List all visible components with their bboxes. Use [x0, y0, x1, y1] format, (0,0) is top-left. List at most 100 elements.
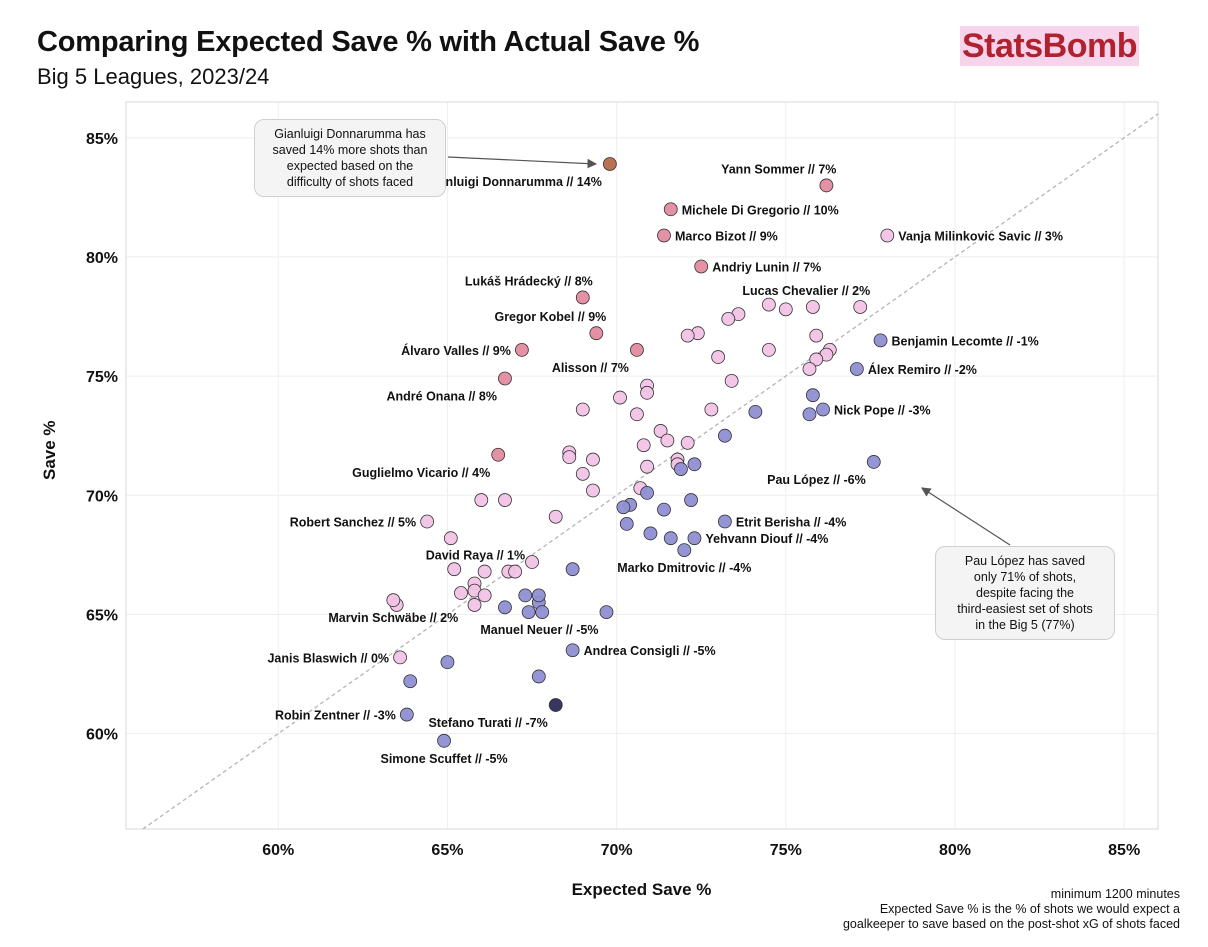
data-point: [619, 516, 634, 531]
data-point: [447, 562, 462, 577]
data-point: [809, 328, 824, 343]
labeled-data-point: [565, 643, 580, 658]
data-point: [761, 342, 776, 357]
labeled-data-point: [853, 300, 868, 314]
x-tick-label: 75%: [770, 842, 802, 859]
footnote-line: Expected Save % is the % of shots we wou…: [879, 902, 1180, 916]
labeled-data-point: [420, 514, 435, 529]
x-tick-label: 60%: [262, 842, 294, 859]
y-tick-label: 75%: [86, 369, 118, 386]
data-point: [805, 388, 820, 403]
labeled-data-point: [386, 593, 401, 608]
callout-pau-lopez: Pau López has saved only 71% of shots, d…: [935, 546, 1115, 640]
labeled-data-point: [508, 564, 523, 579]
data-point: [575, 402, 590, 417]
point-label: David Raya // 1%: [426, 549, 525, 563]
data-point: [474, 493, 489, 507]
point-label: Etrit Berisha // -4%: [736, 516, 846, 530]
statsbomb-logo: StatsBomb: [960, 26, 1139, 66]
labeled-data-point: [602, 157, 617, 171]
callout-line: in the Big 5 (77%): [975, 618, 1075, 632]
point-label: Manuel Neuer // -5%: [480, 623, 598, 637]
data-point: [640, 459, 654, 474]
data-point: [498, 493, 512, 507]
point-label: Simone Scuffet // -5%: [381, 752, 508, 766]
y-tick-label: 70%: [86, 488, 118, 505]
point-label: Guglielmo Vicario // 4%: [352, 466, 490, 480]
axes: 60% 65% 70% 75% 80% 85% 60% 65% 70% 75% 80% 85%: [86, 101, 1159, 859]
labeled-data-point: [498, 371, 512, 386]
data-point: [711, 350, 726, 364]
point-label: Álvaro Valles // 9%: [401, 343, 511, 358]
data-point: [802, 362, 817, 376]
data-point: [454, 586, 468, 600]
point-label: Marvin Schwäbe // 2%: [328, 611, 458, 625]
data-point: [498, 600, 512, 615]
labeled-data-point: [630, 342, 644, 357]
data-point: [586, 483, 600, 498]
data-point: [562, 450, 577, 465]
data-point: [518, 588, 533, 603]
data-point: [748, 404, 763, 419]
y-axis-label: Save %: [40, 420, 59, 480]
point-label: Robin Zentner // -3%: [275, 709, 396, 723]
x-tick-label: 70%: [601, 842, 633, 859]
callout-arrows: [447, 156, 1011, 546]
callout-line: expected based on the: [286, 159, 414, 173]
data-point: [440, 655, 455, 670]
point-label: Álex Remiro // -2%: [868, 362, 977, 377]
point-label: Marko Dmitrovic // -4%: [617, 561, 751, 575]
data-point: [680, 328, 695, 343]
data-point: [640, 486, 654, 500]
data-point: [717, 428, 732, 443]
point-label: Nick Pope // -3%: [834, 403, 931, 417]
labeled-data-point: [393, 650, 407, 665]
point-label: Yann Sommer // 7%: [721, 162, 836, 176]
data-point: [521, 605, 536, 619]
data-point: [660, 433, 675, 448]
data-point: [643, 526, 658, 541]
point-label: Lucas Chevalier // 2%: [742, 284, 870, 298]
data-point: [653, 424, 668, 438]
data-point: [403, 674, 418, 689]
data-point: [761, 297, 776, 312]
labeled-data-point: [880, 228, 895, 243]
data-point: [630, 407, 644, 422]
point-label: Alisson // 7%: [552, 361, 629, 375]
point-label: Lukáš Hrádecký // 8%: [465, 274, 593, 288]
y-tick-label: 85%: [86, 131, 118, 148]
point-label: André Onana // 8%: [387, 389, 497, 403]
data-point: [531, 669, 546, 684]
labeled-data-point: [575, 290, 590, 305]
callout-line: Pau López has saved: [964, 554, 1086, 568]
labeled-data-point: [694, 259, 709, 274]
point-label: Vanja Milinkovic Savic // 3%: [898, 229, 1063, 243]
data-point: [640, 385, 654, 400]
labeled-data-point: [599, 605, 614, 619]
data-point: [636, 438, 651, 453]
data-point: [535, 605, 550, 619]
data-point: [674, 462, 688, 476]
point-label: Benjamin Lecomte // -1%: [892, 334, 1039, 348]
callout-line: saved 14% more shots than: [272, 143, 428, 157]
data-point: [531, 588, 546, 603]
chart-title: Comparing Expected Save % with Actual Sa…: [37, 26, 700, 58]
point-label: Andrea Consigli // -5%: [584, 644, 716, 658]
labeled-data-point: [816, 402, 830, 417]
point-labels: Gianluigi Donnarumma // 14% Yann Sommer /…: [267, 162, 1063, 765]
labeled-data-point: [589, 326, 604, 341]
labeled-data-point: [849, 362, 864, 376]
data-point: [525, 555, 539, 569]
x-tick-label: 80%: [939, 842, 971, 859]
data-point: [724, 373, 739, 388]
data-point: [663, 531, 678, 546]
reference-line: [142, 113, 1159, 830]
data-point: [809, 352, 824, 367]
data-point: [657, 502, 671, 517]
callout-arrow: [920, 487, 1011, 546]
grid-lines: [126, 102, 1158, 829]
y-tick-label: 80%: [86, 250, 118, 267]
data-point: [467, 598, 482, 612]
point-label: Marco Bizot // 9%: [675, 229, 778, 243]
